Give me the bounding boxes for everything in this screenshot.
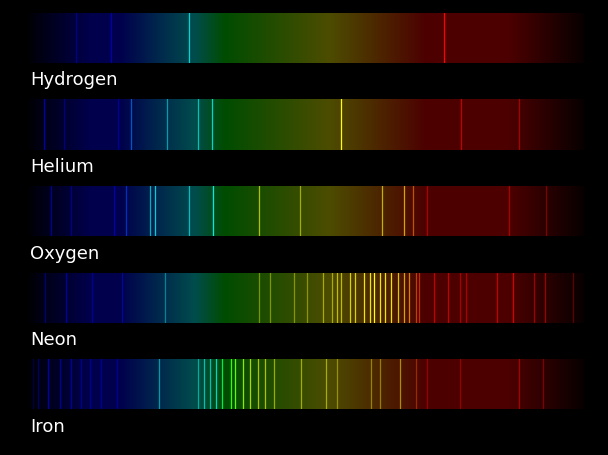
Text: Hydrogen: Hydrogen bbox=[30, 71, 118, 89]
Text: Neon: Neon bbox=[30, 330, 77, 349]
Text: Iron: Iron bbox=[30, 417, 65, 435]
Text: Helium: Helium bbox=[30, 157, 94, 176]
Text: Oxygen: Oxygen bbox=[30, 244, 100, 262]
